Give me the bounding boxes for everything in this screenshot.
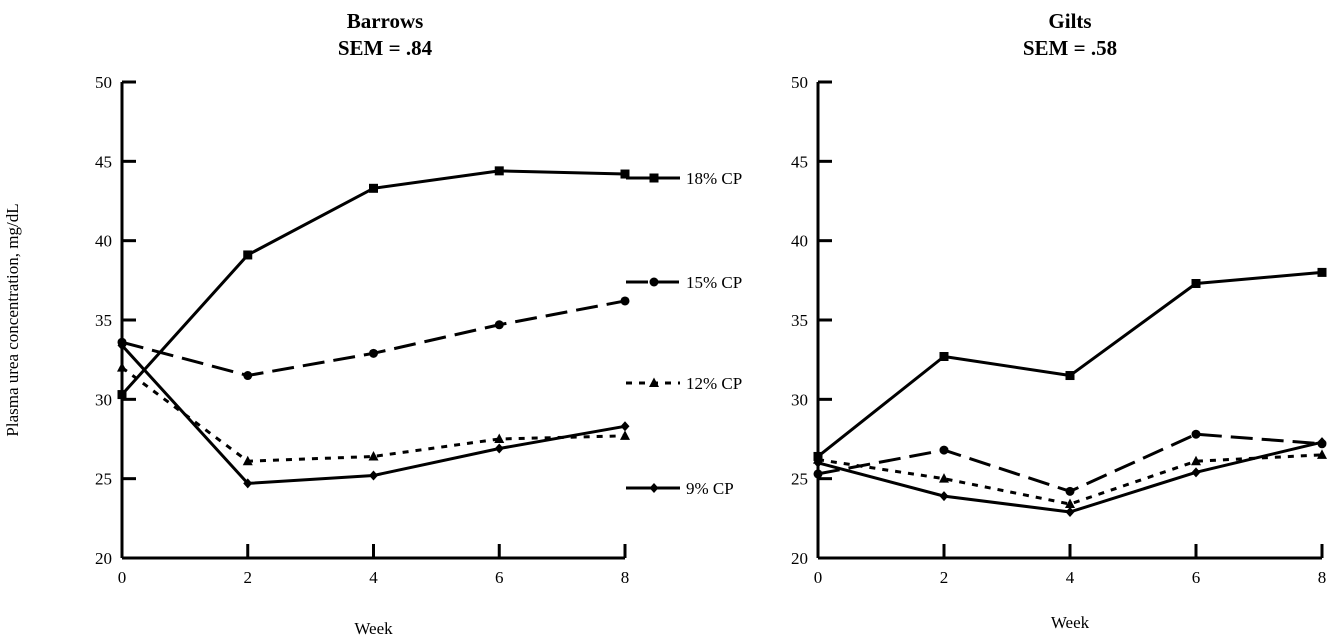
data-point — [243, 250, 253, 260]
data-point — [369, 183, 378, 193]
legend-label-1: 15% CP — [686, 273, 742, 292]
x-tick-label: 4 — [1066, 568, 1075, 587]
data-point — [1317, 267, 1327, 277]
data-point — [494, 433, 505, 443]
data-point — [494, 320, 504, 330]
data-point — [813, 457, 823, 468]
y-tick-label: 30 — [791, 390, 808, 409]
y-tick-label: 35 — [791, 311, 808, 330]
x-tick-label: 8 — [1318, 568, 1327, 587]
series-line-2 — [817, 453, 1323, 506]
y-tick-label: 40 — [791, 232, 808, 251]
x-tick-label: 2 — [940, 568, 949, 587]
x-tick-label: 4 — [369, 568, 378, 587]
data-point — [1191, 429, 1201, 439]
legend-marker-3 — [649, 483, 659, 493]
data-point — [1191, 467, 1201, 478]
data-point — [620, 169, 630, 179]
chart-subtitle: SEM = .84 — [338, 36, 433, 60]
data-point — [117, 340, 127, 351]
y-tick-label: 50 — [95, 73, 112, 92]
y-tick-label: 25 — [791, 470, 808, 489]
data-point — [939, 491, 949, 502]
x-tick-label: 8 — [621, 568, 630, 587]
x-tick-label: 6 — [495, 568, 504, 587]
y-tick-label: 50 — [791, 73, 808, 92]
x-tick-label: 0 — [814, 568, 823, 587]
data-point — [1065, 486, 1075, 496]
legend-marker-0 — [649, 173, 659, 183]
data-point — [1317, 449, 1327, 459]
y-tick-label: 40 — [95, 232, 112, 251]
data-point — [939, 445, 949, 455]
y-tick-label: 25 — [95, 470, 112, 489]
data-point — [1317, 437, 1327, 448]
legend-marker-2 — [649, 377, 659, 387]
legend-marker-1 — [649, 277, 659, 287]
y-tick-label: 20 — [791, 549, 808, 568]
chart-panel-0: Barrows SEM = .84 20 25 30 35 40 45 50 0 2 4 6 8 Week P… — [3, 9, 742, 638]
chart-title: Gilts — [1048, 9, 1091, 33]
data-point — [369, 348, 378, 358]
data-point — [1191, 455, 1201, 466]
x-axis-label: Week — [1051, 613, 1090, 632]
data-point — [243, 478, 253, 489]
data-point — [1065, 506, 1075, 517]
y-tick-label: 20 — [95, 549, 112, 568]
data-point — [813, 469, 823, 479]
data-point — [620, 296, 630, 306]
x-tick-label: 0 — [118, 568, 127, 587]
x-axis-label: Week — [354, 619, 393, 638]
chart-panel-1: Gilts SEM = .58 20 25 30 35 40 45 50 0 2 4 6 8 Week — [791, 9, 1327, 632]
x-tick-label: 6 — [1192, 568, 1201, 587]
data-point — [368, 450, 379, 461]
legend-label-3: 9% CP — [686, 479, 734, 498]
data-point — [494, 166, 504, 176]
legend-label-0: 18% CP — [686, 169, 742, 188]
data-point — [1065, 371, 1075, 381]
series-line-3 — [120, 344, 626, 485]
y-tick-label: 35 — [95, 311, 112, 330]
data-point — [243, 371, 253, 381]
y-tick-label: 30 — [95, 390, 112, 409]
data-point — [117, 362, 127, 372]
data-point — [494, 443, 504, 454]
chart-title: Barrows — [347, 9, 424, 33]
data-point — [369, 470, 378, 481]
data-point — [620, 430, 630, 440]
data-point — [939, 351, 949, 361]
chart-subtitle: SEM = .58 — [1023, 36, 1117, 60]
data-point — [242, 455, 253, 466]
data-point — [1065, 498, 1075, 509]
legend-label-2: 12% CP — [686, 374, 742, 393]
series-line-2 — [121, 366, 626, 463]
y-tick-label: 45 — [95, 152, 112, 171]
data-point — [620, 421, 630, 432]
y-axis-label: Plasma urea concentration, mg/dL — [3, 203, 22, 436]
data-point — [939, 473, 949, 483]
y-tick-label: 45 — [791, 152, 808, 171]
x-tick-label: 2 — [244, 568, 253, 587]
data-point — [117, 390, 127, 400]
series-line-0 — [817, 270, 1323, 458]
data-point — [1191, 279, 1201, 289]
